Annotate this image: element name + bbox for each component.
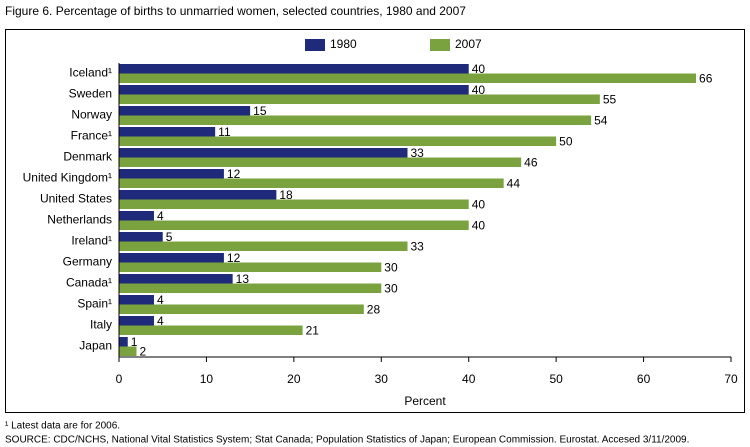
value-label: 44 <box>507 176 521 190</box>
y-tick-label: Italy <box>90 318 112 332</box>
bar <box>119 157 522 167</box>
bar <box>119 94 600 104</box>
bar <box>119 64 469 74</box>
legend-swatch <box>305 39 325 51</box>
bar <box>119 211 154 221</box>
bar <box>119 85 469 95</box>
value-label: 4 <box>157 314 164 328</box>
bar <box>119 73 697 83</box>
bar <box>119 148 408 158</box>
y-tick-label: Netherlands <box>47 213 112 227</box>
x-tick-label: 30 <box>375 372 389 386</box>
value-label: 4 <box>157 293 164 307</box>
bar <box>119 232 163 242</box>
bar <box>119 295 154 305</box>
value-label: 40 <box>472 218 486 232</box>
y-tick-label: Spain¹ <box>77 297 112 311</box>
legend-label: 2007 <box>455 37 482 51</box>
x-tick-label: 70 <box>724 372 738 386</box>
bar <box>119 304 364 314</box>
value-label: 4 <box>157 209 164 223</box>
bar <box>119 253 224 263</box>
bar <box>119 199 469 209</box>
value-label: 18 <box>279 188 293 202</box>
bar <box>119 127 216 137</box>
value-label: 12 <box>227 167 241 181</box>
bar <box>119 262 382 272</box>
value-label: 46 <box>524 155 538 169</box>
value-label: 30 <box>384 260 398 274</box>
y-tick-label: Germany <box>63 255 112 269</box>
bar <box>119 346 137 356</box>
value-label: 15 <box>253 104 267 118</box>
value-label: 11 <box>218 125 231 139</box>
value-label: 33 <box>411 146 425 160</box>
value-label: 40 <box>472 197 486 211</box>
footnote: ¹ Latest data are for 2006. <box>5 421 120 432</box>
value-label: 33 <box>411 239 425 253</box>
bar <box>119 274 233 284</box>
x-tick-label: 0 <box>116 372 123 386</box>
value-label: 1 <box>131 335 138 349</box>
bar <box>119 337 128 347</box>
x-axis-title: Percent <box>404 394 446 408</box>
value-label: 12 <box>227 251 241 265</box>
value-label: 50 <box>559 134 573 148</box>
value-label: 13 <box>236 272 250 286</box>
value-label: 2 <box>139 344 146 358</box>
source: SOURCE: CDC/NCHS, National Vital Statist… <box>5 435 689 446</box>
y-tick-label: France¹ <box>71 129 112 143</box>
value-label: 54 <box>594 113 608 127</box>
legend-swatch <box>430 39 450 51</box>
bar <box>119 283 382 293</box>
bar <box>119 325 303 335</box>
y-tick-label: United Kingdom¹ <box>23 171 112 185</box>
y-tick-label: Iceland¹ <box>69 66 112 80</box>
bar <box>119 115 592 125</box>
value-label: 5 <box>166 230 173 244</box>
bar <box>119 178 504 188</box>
chart-title: Figure 6. Percentage of births to unmarr… <box>5 4 466 18</box>
legend-label: 1980 <box>330 37 357 51</box>
x-tick-label: 10 <box>200 372 214 386</box>
value-label: 21 <box>306 323 320 337</box>
value-label: 55 <box>603 92 617 106</box>
value-label: 40 <box>472 83 486 97</box>
bar <box>119 316 154 326</box>
x-tick-label: 50 <box>549 372 563 386</box>
x-tick-label: 20 <box>287 372 301 386</box>
y-tick-label: Sweden <box>69 87 112 101</box>
bar <box>119 136 557 146</box>
y-tick-label: Japan <box>79 339 112 353</box>
x-tick-label: 40 <box>462 372 476 386</box>
value-label: 66 <box>699 71 713 85</box>
value-label: 28 <box>367 302 381 316</box>
value-label: 40 <box>472 62 486 76</box>
y-tick-label: Norway <box>71 108 112 122</box>
x-tick-label: 60 <box>637 372 651 386</box>
bar <box>119 190 277 200</box>
bar <box>119 220 469 230</box>
y-tick-label: Denmark <box>63 150 113 164</box>
y-tick-label: United States <box>40 192 112 206</box>
frame <box>5 29 745 413</box>
y-tick-label: Ireland¹ <box>71 234 112 248</box>
bar <box>119 169 224 179</box>
bar <box>119 106 251 116</box>
y-tick-label: Canada¹ <box>66 276 112 290</box>
bar <box>119 241 408 251</box>
value-label: 30 <box>384 281 398 295</box>
